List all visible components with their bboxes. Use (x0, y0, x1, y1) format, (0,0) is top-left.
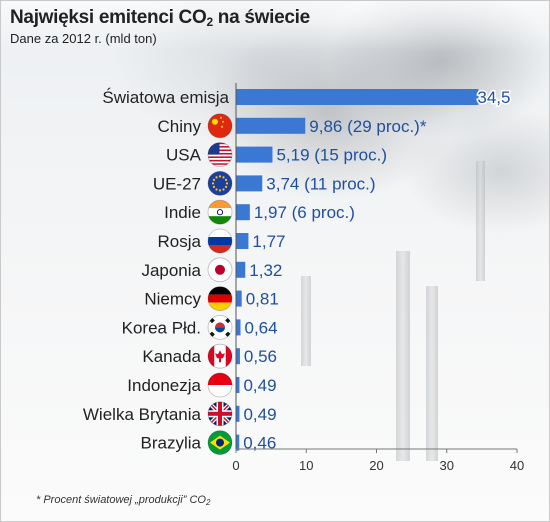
bar (236, 290, 242, 307)
chart-subtitle: Dane za 2012 r. (mld ton) (10, 31, 157, 46)
bar (236, 233, 249, 249)
value-label: 9,86 (29 proc.)* (309, 117, 427, 136)
value-label: 1,77 (252, 232, 285, 251)
category-label: USA (166, 146, 202, 165)
indonesia-flag-icon (207, 372, 233, 398)
category-label: Brazylia (141, 434, 202, 453)
russia-flag-icon (207, 228, 233, 254)
chart-title: Najwięksi emitenci CO2 na świecie (10, 7, 310, 29)
category-label: UE-27 (153, 174, 201, 193)
value-label: 0,49 (243, 376, 276, 395)
category-label: Chiny (158, 117, 202, 136)
x-tick-label: 40 (510, 458, 524, 473)
chimney-background (476, 161, 485, 281)
category-label: Rosja (158, 232, 202, 251)
value-label: 0,56 (244, 347, 277, 366)
south-korea-flag-icon (207, 314, 233, 340)
value-label: 34,5 (477, 88, 510, 107)
value-label: 1,97 (6 proc.) (254, 203, 355, 222)
x-tick-label: 30 (440, 458, 454, 473)
uk-flag-icon (207, 401, 233, 427)
value-label: 0,64 (244, 318, 277, 337)
value-label: 0,46 (243, 434, 276, 453)
bar (236, 89, 479, 105)
x-tick-label: 0 (232, 458, 239, 473)
brazil-flag-icon (207, 430, 233, 456)
value-label: 0,81 (246, 290, 279, 309)
footnote: * Procent światowej „produkcji” CO2 (36, 494, 211, 507)
bar (236, 146, 273, 163)
category-label: Światowa emisja (102, 88, 229, 107)
bar (236, 348, 240, 365)
category-label: Indie (164, 203, 201, 222)
x-tick-label: 10 (299, 458, 313, 473)
chimney-background (301, 276, 311, 366)
eu-flag-icon (207, 170, 233, 196)
x-tick-label: 20 (369, 458, 383, 473)
bar (236, 434, 240, 451)
canada-flag-icon (207, 343, 233, 369)
value-label: 5,19 (15 proc.) (276, 146, 387, 165)
category-label: Wielka Brytania (83, 405, 202, 424)
bar (236, 377, 240, 393)
bar (236, 204, 250, 221)
usa-flag-icon (207, 142, 233, 168)
germany-flag-icon (207, 286, 233, 312)
value-label: 1,32 (249, 261, 282, 280)
bar (236, 405, 240, 422)
chimney-background (396, 251, 410, 461)
category-label: Indonezja (127, 376, 201, 395)
bar (236, 261, 246, 278)
category-label: Japonia (141, 261, 201, 280)
bar (236, 117, 306, 134)
india-flag-icon (207, 199, 233, 225)
value-label: 3,74 (11 proc.) (266, 174, 375, 193)
header: Najwięksi emitenci CO2 na świecie Dane z… (1, 1, 549, 51)
japan-flag-icon (207, 257, 233, 283)
category-label: Kanada (142, 347, 201, 366)
category-label: Korea Płd. (122, 318, 201, 337)
value-label: 0,49 (243, 405, 276, 424)
category-label: Niemcy (144, 290, 201, 309)
chimney-background (426, 286, 438, 461)
china-flag-icon (207, 113, 233, 139)
bar (236, 175, 263, 192)
bar (236, 319, 241, 336)
